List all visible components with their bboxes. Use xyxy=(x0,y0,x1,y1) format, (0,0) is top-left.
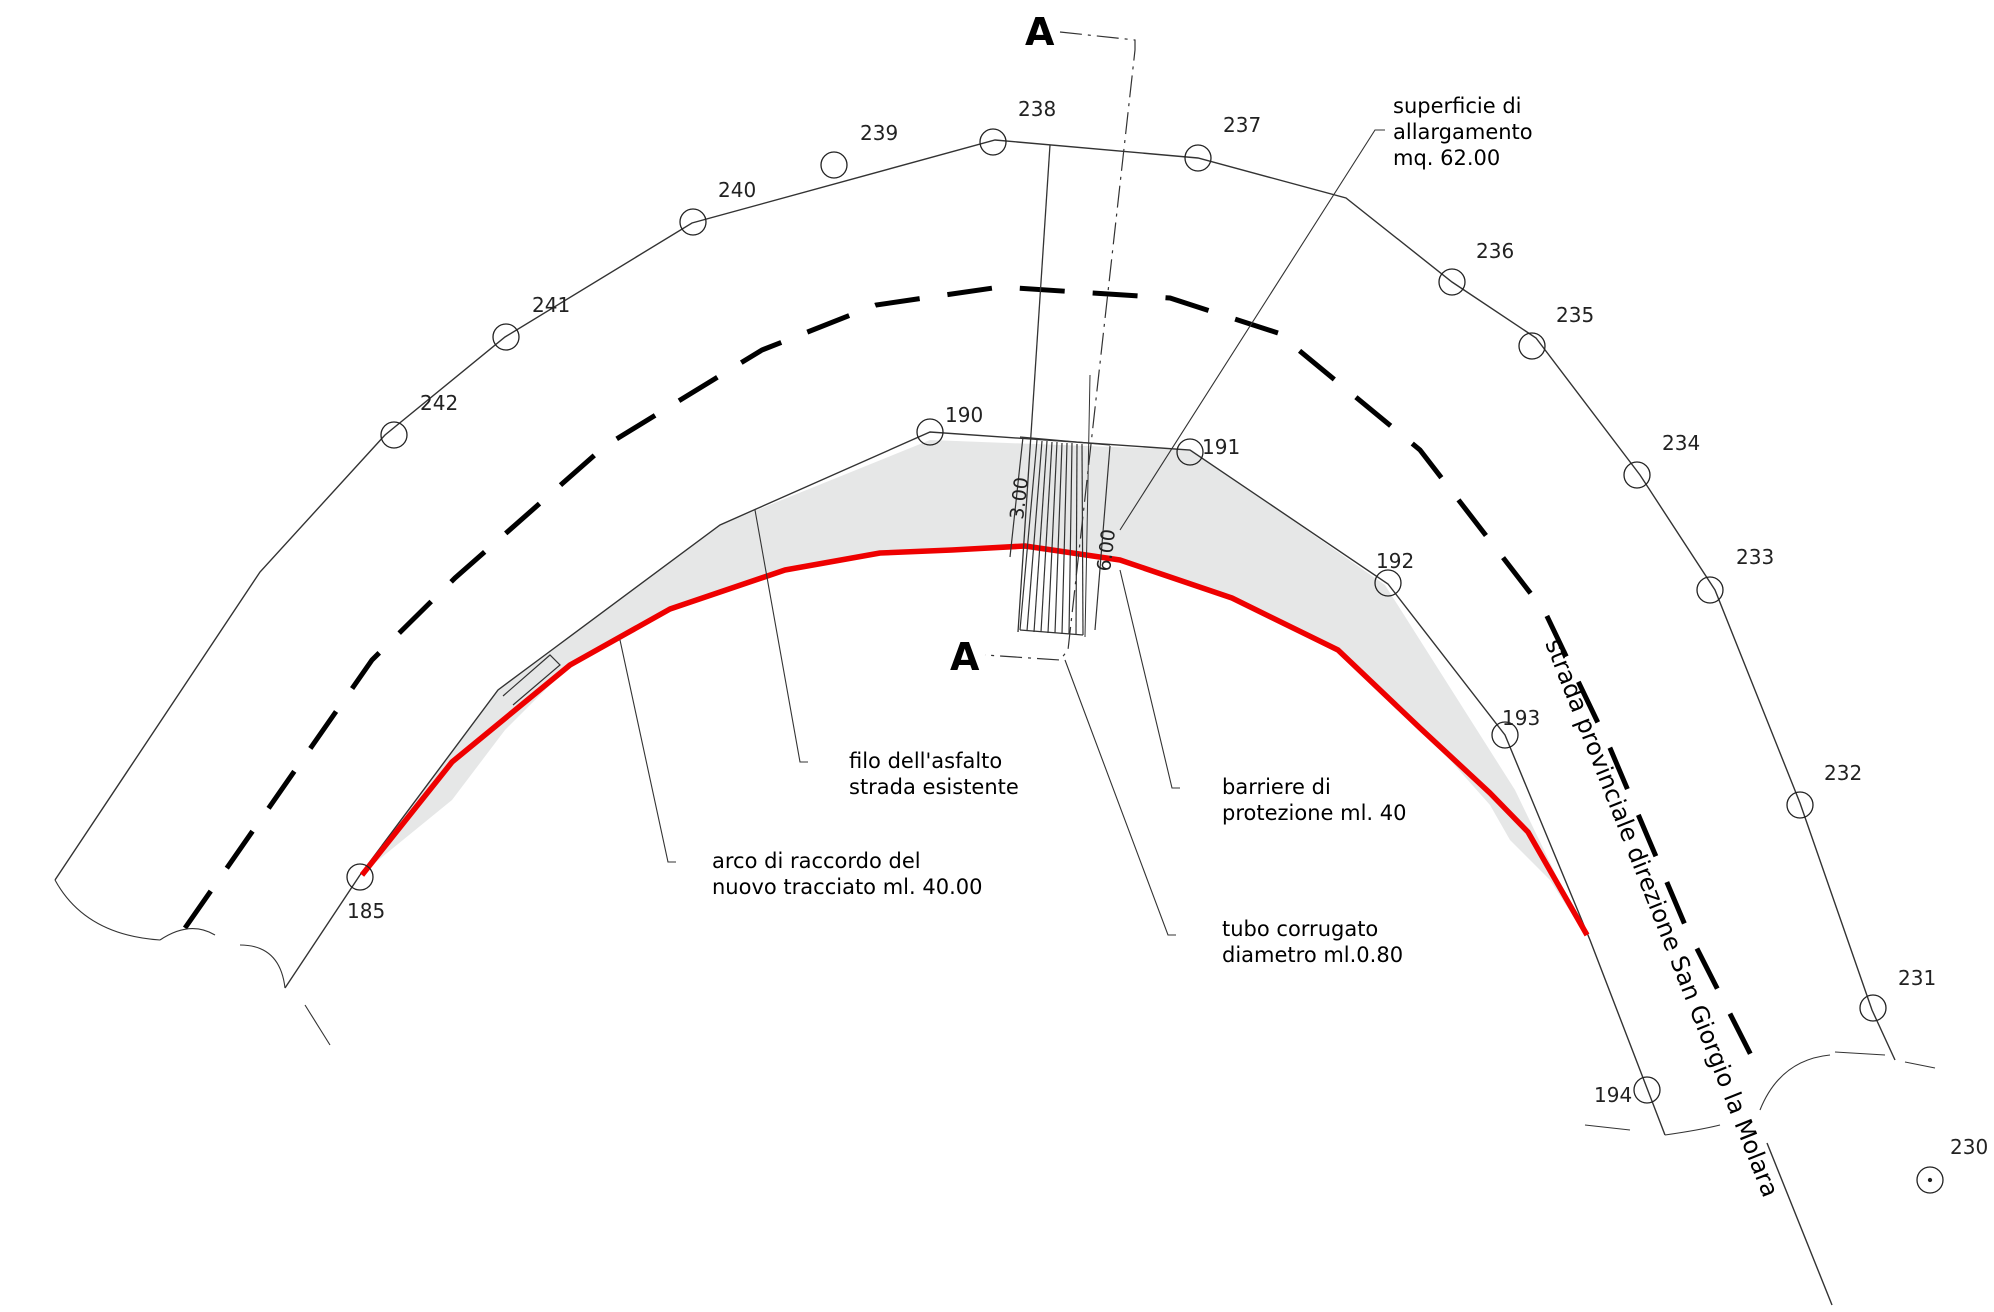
label-239: 239 xyxy=(860,121,898,145)
survey-point-241 xyxy=(492,323,520,351)
outer-boundary xyxy=(54,139,1896,1061)
label-231: 231 xyxy=(1898,966,1936,990)
section-label-top: A xyxy=(1025,10,1055,54)
survey-point-231 xyxy=(1859,994,1887,1022)
note-arc: arco di raccordo del nuovo tracciato ml.… xyxy=(712,849,982,899)
survey-point-185 xyxy=(346,863,374,891)
svg-text:barriere di: barriere di xyxy=(1222,775,1331,799)
svg-text:mq. 62.00: mq. 62.00 xyxy=(1393,146,1500,170)
label-194: 194 xyxy=(1594,1083,1632,1107)
section-axis-left xyxy=(1017,144,1051,633)
label-234: 234 xyxy=(1662,431,1700,455)
road-axis-line xyxy=(1766,1142,1833,1306)
section-axis-right xyxy=(1084,374,1091,638)
survey-point-190 xyxy=(916,418,944,446)
svg-text:protezione ml. 40: protezione ml. 40 xyxy=(1222,801,1406,825)
section-line xyxy=(984,31,1136,661)
label-235: 235 xyxy=(1556,303,1594,327)
label-238: 238 xyxy=(1018,97,1056,121)
section-label-bottom: A xyxy=(950,635,980,679)
survey-point-193 xyxy=(1491,721,1519,749)
label-192: 192 xyxy=(1376,549,1414,573)
note-surface: superficie di allargamento mq. 62.00 xyxy=(1393,94,1533,170)
svg-text:filo dell'asfalto: filo dell'asfalto xyxy=(849,749,1002,773)
survey-point-markers xyxy=(346,128,1944,1194)
survey-point-239 xyxy=(820,151,848,179)
note-barriers: barriere di protezione ml. 40 xyxy=(1222,775,1406,825)
survey-point-194 xyxy=(1633,1076,1661,1104)
survey-point-234 xyxy=(1623,461,1651,489)
label-242: 242 xyxy=(420,391,458,415)
survey-point-labels: 185 190 191 192 193 194 230 231 232 233 … xyxy=(347,97,1988,1159)
road-centreline xyxy=(182,284,1760,1069)
label-230: 230 xyxy=(1950,1135,1988,1159)
transition-detail xyxy=(502,654,561,706)
label-233: 233 xyxy=(1736,545,1774,569)
survey-point-235 xyxy=(1518,332,1546,360)
survey-point-230 xyxy=(1916,1166,1944,1194)
survey-point-192 xyxy=(1374,569,1402,597)
survey-point-237 xyxy=(1184,144,1212,172)
widening-surface xyxy=(360,440,1585,935)
svg-text:arco di raccordo del: arco di raccordo del xyxy=(712,849,921,873)
dim-3-00: 3.00 xyxy=(1006,476,1033,521)
survey-point-236 xyxy=(1438,268,1466,296)
label-190: 190 xyxy=(945,403,983,427)
note-asphalt-edge: filo dell'asfalto strada esistente xyxy=(849,749,1019,799)
dim-6-00: 6.00 xyxy=(1093,528,1120,573)
svg-text:strada esistente: strada esistente xyxy=(849,775,1019,799)
label-237: 237 xyxy=(1223,113,1261,137)
label-232: 232 xyxy=(1824,761,1862,785)
svg-text:nuovo tracciato ml. 40.00: nuovo tracciato ml. 40.00 xyxy=(712,875,982,899)
label-193: 193 xyxy=(1502,706,1540,730)
new-alignment-arc xyxy=(359,543,1590,937)
culvert-pipe xyxy=(1019,439,1084,636)
survey-point-191 xyxy=(1176,438,1204,466)
break-marks xyxy=(54,879,1936,1136)
leader-lines xyxy=(619,129,1385,936)
svg-text:superficie di: superficie di xyxy=(1393,94,1522,118)
label-236: 236 xyxy=(1476,239,1514,263)
left-inner-boundary xyxy=(284,874,361,989)
survey-point-232 xyxy=(1786,791,1814,819)
note-pipe: tubo corrugato diametro ml.0.80 xyxy=(1222,917,1403,967)
label-240: 240 xyxy=(718,178,756,202)
svg-text:allargamento: allargamento xyxy=(1393,120,1533,144)
dimension-lines xyxy=(1009,436,1111,631)
svg-text:tubo corrugato: tubo corrugato xyxy=(1222,917,1378,941)
survey-point-240 xyxy=(679,208,707,236)
survey-point-238 xyxy=(979,128,1007,156)
svg-text:diametro ml.0.80: diametro ml.0.80 xyxy=(1222,943,1403,967)
survey-point-233 xyxy=(1696,576,1724,604)
label-185: 185 xyxy=(347,899,385,923)
label-191: 191 xyxy=(1202,435,1240,459)
survey-point-242 xyxy=(380,421,408,449)
label-241: 241 xyxy=(532,293,570,317)
